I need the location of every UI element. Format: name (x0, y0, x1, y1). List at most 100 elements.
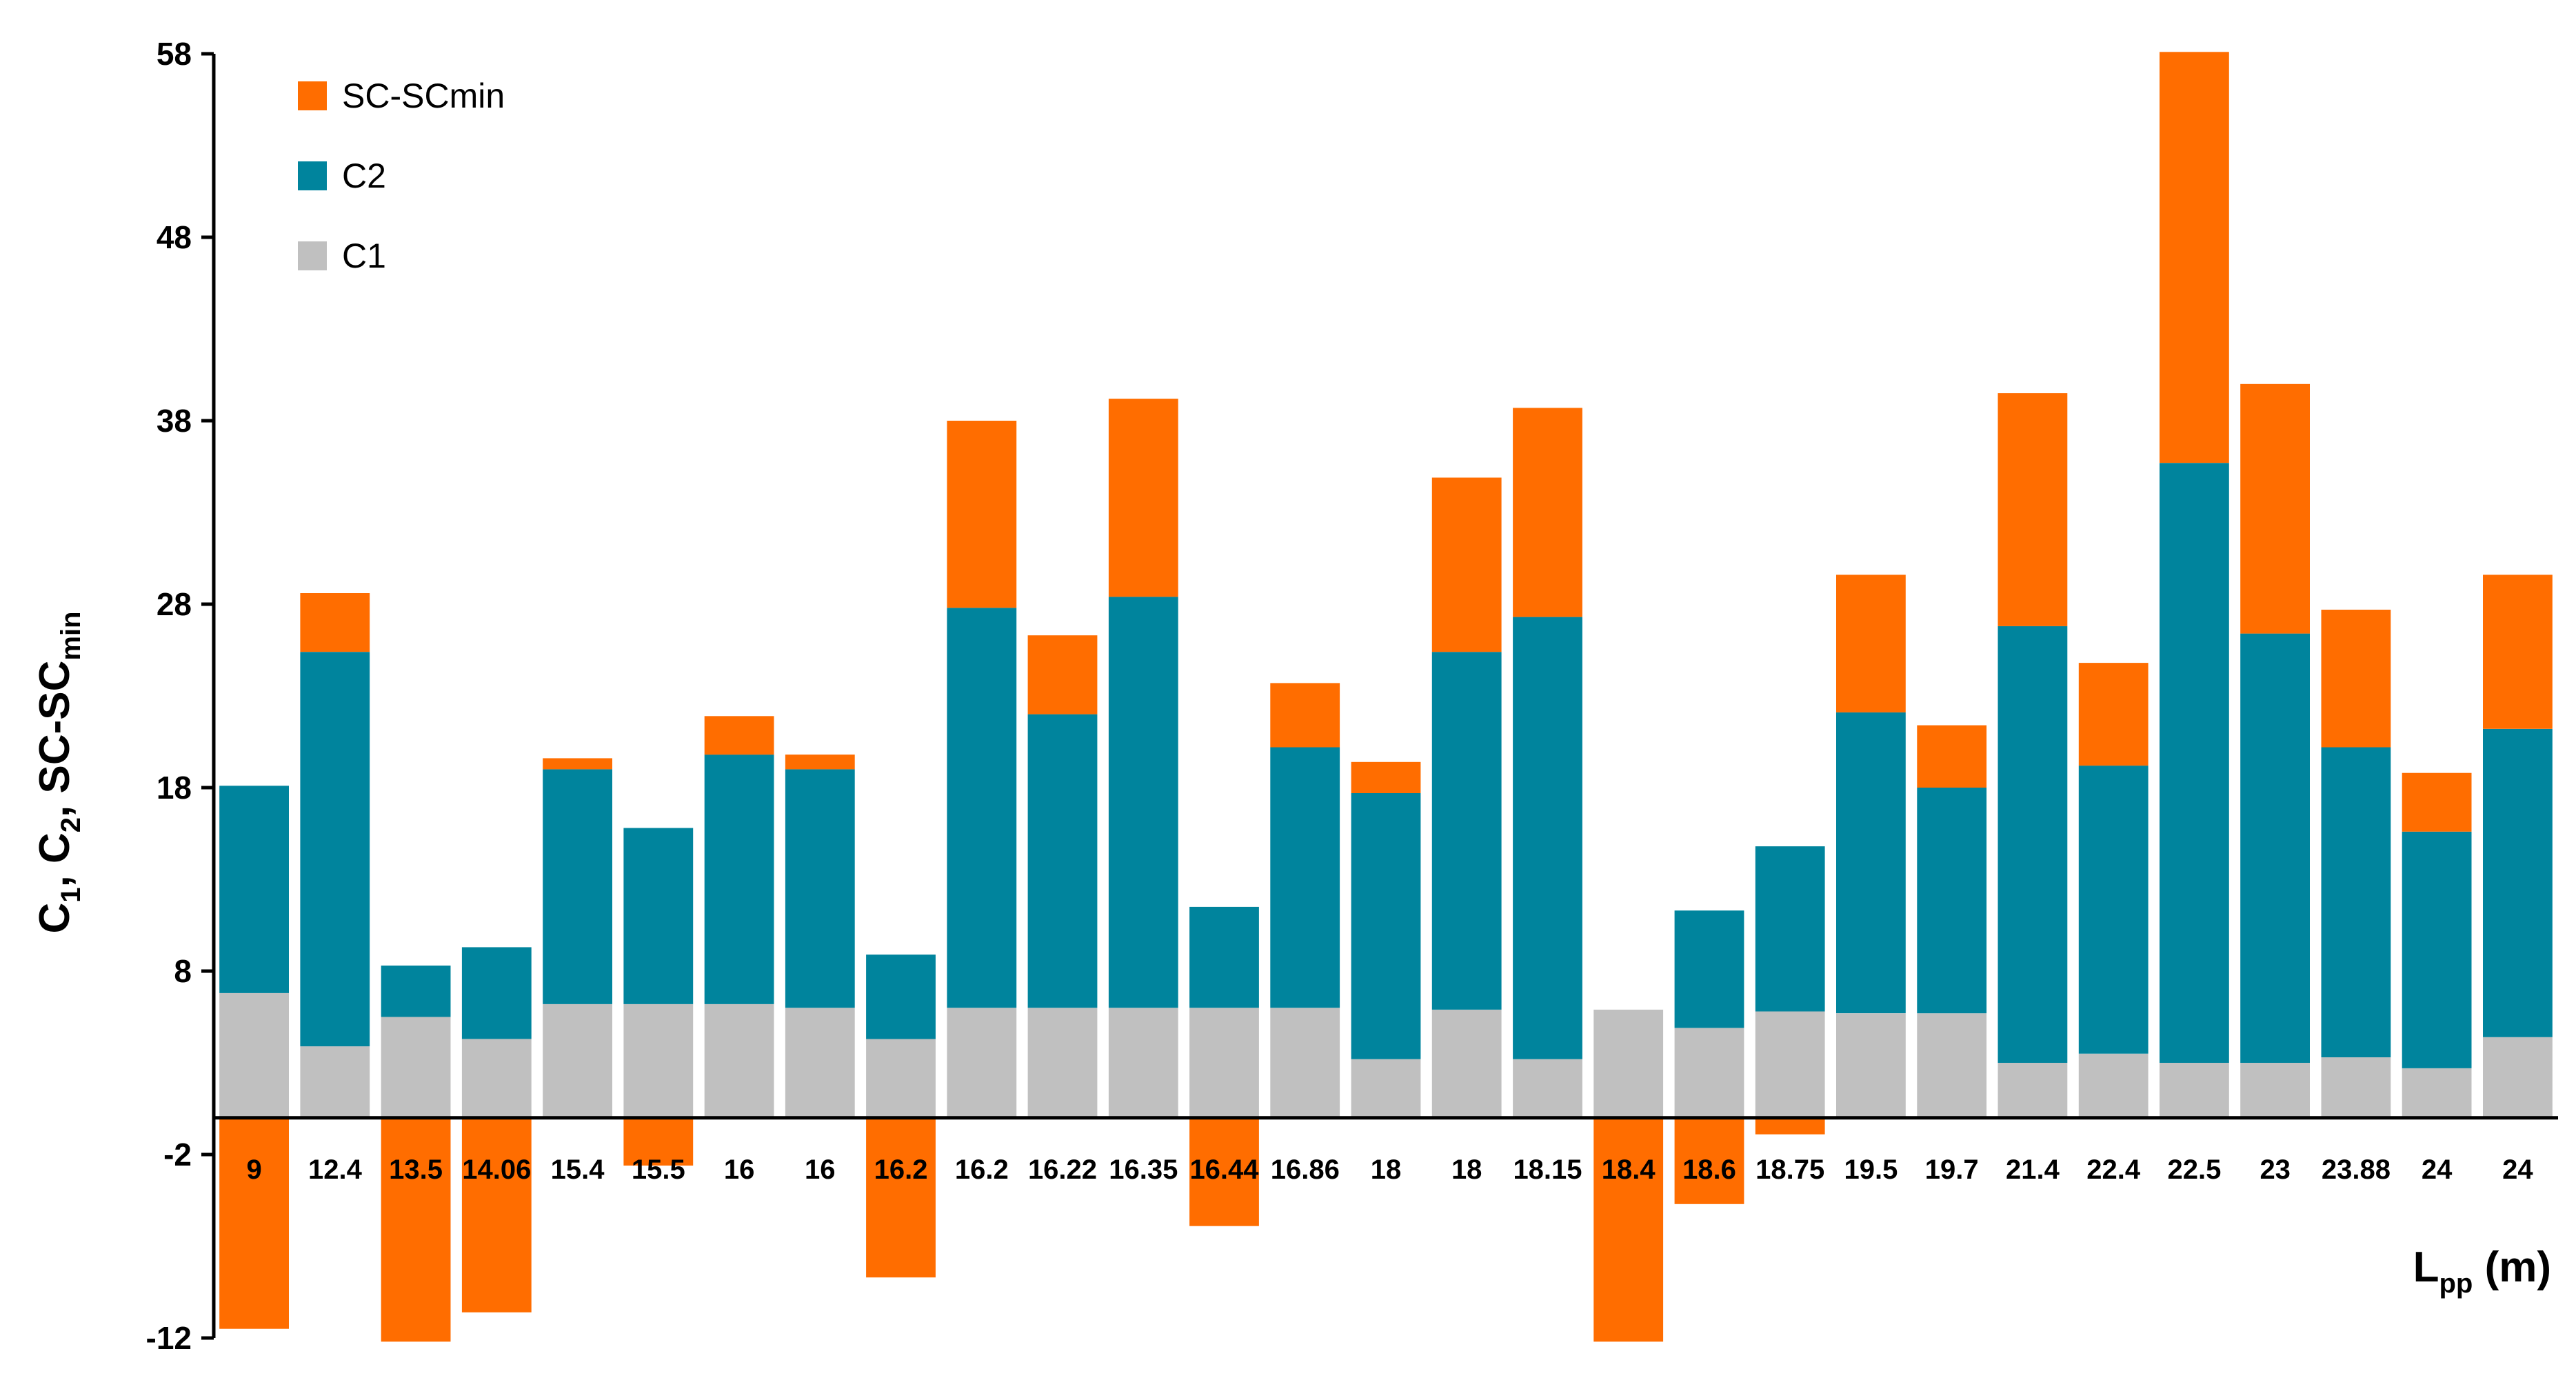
bar-sc-scmin-7 (785, 755, 855, 770)
bar-c1-16 (1513, 1059, 1582, 1118)
bar-c1-13 (1270, 1008, 1340, 1118)
bar-c1-1 (300, 1046, 370, 1118)
bar-c2-22 (1998, 626, 2068, 1063)
bar-c2-13 (1270, 747, 1340, 1008)
bar-c1-23 (2078, 1053, 2149, 1118)
bar-sc-scmin-20 (1836, 575, 1906, 712)
bar-c2-16 (1513, 617, 1582, 1059)
bar-c2-2 (381, 966, 451, 1017)
bar-c1-25 (2240, 1063, 2310, 1118)
bar-c2-12 (1189, 906, 1259, 1008)
bar-c1-18 (1674, 1028, 1744, 1118)
bar-c2-19 (1755, 846, 1825, 1012)
x-tick-label-20: 19.5 (1844, 1155, 1898, 1185)
bar-c1-9 (947, 1008, 1017, 1118)
bar-c1-8 (866, 1039, 936, 1118)
bar-sc-scmin-19 (1755, 1117, 1825, 1135)
bar-c1-3 (461, 1039, 532, 1118)
x-tick-label-2: 13.5 (389, 1155, 443, 1185)
legend-label-c1: C1 (342, 237, 386, 275)
bar-sc-scmin-21 (1917, 725, 1987, 788)
bar-c1-0 (219, 992, 289, 1118)
bar-c1-20 (1836, 1013, 1906, 1118)
x-tick-label-21: 19.7 (1925, 1155, 1979, 1185)
bar-sc-scmin-22 (1998, 393, 2068, 626)
bar-c2-11 (1108, 597, 1178, 1008)
bar-sc-scmin-24 (2160, 52, 2229, 463)
x-tick-label-19: 18.75 (1755, 1155, 1824, 1185)
x-tick-label-1: 12.4 (308, 1155, 363, 1185)
bar-c2-25 (2240, 633, 2310, 1063)
bar-sc-scmin-12 (1189, 1117, 1259, 1226)
bar-sc-scmin-8 (866, 1117, 936, 1278)
bar-c2-14 (1351, 793, 1421, 1059)
legend: SC-SCmin C2 C1 (298, 77, 505, 275)
bar-sc-scmin-14 (1351, 761, 1421, 793)
x-tick-label-17: 18.4 (1602, 1155, 1656, 1185)
x-tick-label-8: 16.2 (874, 1155, 928, 1185)
bar-c1-5 (623, 1003, 694, 1118)
y-axis-title-scsc: , SC-SC (31, 661, 79, 817)
y-tick-label-4: 28 (157, 586, 192, 622)
bar-c2-20 (1836, 712, 1906, 1014)
bar-sc-scmin-25 (2240, 383, 2310, 634)
x-axis-title-unit: (m) (2473, 1244, 2551, 1291)
bar-sc-scmin-26 (2321, 610, 2391, 748)
x-axis-title-l: L (2413, 1244, 2439, 1291)
legend-swatch-c1 (298, 241, 327, 270)
x-tick-label-12: 16.44 (1189, 1155, 1259, 1185)
bar-c1-6 (704, 1003, 774, 1118)
bars-group (219, 52, 2553, 1342)
bar-c1-21 (1917, 1013, 1987, 1118)
bar-sc-scmin-5 (623, 1117, 694, 1166)
y-axis-title: C1, C2, SC-SCmin (31, 612, 86, 934)
y-axis-title-sub-1: 1 (56, 887, 86, 902)
bar-c2-24 (2160, 463, 2229, 1063)
bar-sc-scmin-11 (1108, 399, 1178, 597)
bar-c1-14 (1351, 1059, 1421, 1118)
bar-c2-4 (543, 769, 612, 1004)
bar-c1-24 (2160, 1063, 2229, 1118)
y-axis-title-c: C (31, 903, 79, 934)
x-tick-label-25: 23 (2260, 1155, 2291, 1185)
bar-sc-scmin-10 (1027, 635, 1098, 715)
bar-c1-17 (1593, 1009, 1664, 1118)
bar-sc-scmin-28 (2483, 575, 2553, 729)
x-tick-label-4: 15.4 (551, 1155, 605, 1185)
x-tick-labels: 9 12.4 13.5 14.06 15.4 15.5 16 16 16.2 16.2 16.22 1… (246, 1155, 2533, 1185)
x-tick-label-23: 22.4 (2086, 1155, 2141, 1185)
bar-c2-10 (1027, 714, 1098, 1008)
y-tick-label-3: 18 (157, 770, 192, 806)
bar-c2-28 (2483, 728, 2553, 1037)
x-tick-label-5: 15.5 (632, 1155, 685, 1185)
bar-sc-scmin-23 (2078, 663, 2149, 766)
bar-sc-scmin-2 (381, 1117, 451, 1342)
bar-sc-scmin-16 (1513, 408, 1582, 617)
bar-c1-19 (1755, 1011, 1825, 1118)
bar-c2-8 (866, 955, 936, 1039)
bar-sc-scmin-18 (1674, 1117, 1744, 1204)
bar-c2-5 (623, 828, 694, 1004)
bar-c2-23 (2078, 766, 2149, 1054)
bar-c2-26 (2321, 747, 2391, 1057)
y-axis-title-sub-2: 2 (56, 817, 86, 832)
bar-c2-9 (947, 608, 1017, 1008)
x-tick-label-22: 21.4 (2006, 1155, 2060, 1185)
x-tick-label-13: 16.86 (1271, 1155, 1340, 1185)
x-tick-label-11: 16.35 (1109, 1155, 1178, 1185)
bar-c1-12 (1189, 1008, 1259, 1118)
x-tick-label-15: 18 (1451, 1155, 1482, 1185)
bar-c2-18 (1674, 910, 1744, 1028)
bar-sc-scmin-15 (1431, 477, 1502, 652)
bar-c2-0 (219, 786, 289, 993)
bar-c2-3 (461, 947, 532, 1039)
x-tick-label-0: 9 (246, 1155, 261, 1185)
bar-c2-1 (300, 652, 370, 1047)
x-axis-title-sub: pp (2439, 1268, 2473, 1299)
bar-c1-11 (1108, 1008, 1178, 1118)
bar-c2-15 (1431, 652, 1502, 1010)
x-tick-label-7: 16 (805, 1155, 836, 1185)
y-tick-label-2: 8 (174, 953, 192, 989)
bar-sc-scmin-27 (2402, 772, 2472, 832)
